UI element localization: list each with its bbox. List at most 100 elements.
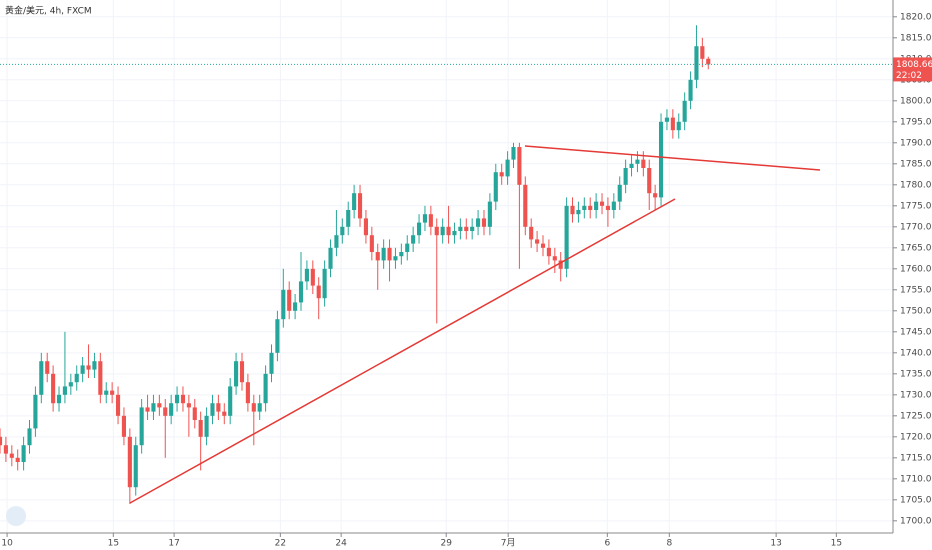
candle-body xyxy=(110,390,115,395)
y-tick-label: 1730.00 xyxy=(900,390,932,400)
y-tick-label: 1705.00 xyxy=(900,495,932,505)
candle-body xyxy=(611,201,616,211)
candle-body xyxy=(375,252,380,261)
y-tick-label: 1710.00 xyxy=(900,474,932,484)
candle-body xyxy=(352,193,357,211)
candle-body xyxy=(481,218,487,227)
candle-body xyxy=(9,453,14,458)
candle-body xyxy=(458,226,463,232)
candle-body xyxy=(222,411,227,416)
candle-body xyxy=(381,247,386,261)
candle-body xyxy=(275,319,280,353)
candle-body xyxy=(239,361,245,383)
candle-body xyxy=(251,403,256,412)
candle-body xyxy=(45,361,50,374)
candle-body xyxy=(605,205,610,211)
candle-body xyxy=(357,193,363,219)
candle-body xyxy=(670,117,675,131)
x-tick-label: 24 xyxy=(335,539,347,549)
candle-body xyxy=(293,302,298,311)
candle-body xyxy=(446,226,451,236)
candle-body xyxy=(706,58,711,65)
candle-body xyxy=(145,407,150,412)
candle-body xyxy=(664,117,670,122)
candle-body xyxy=(316,285,321,299)
y-tick-label: 1725.00 xyxy=(900,411,932,421)
x-tick-label: 10 xyxy=(1,539,13,549)
candle-body xyxy=(204,415,209,437)
candle-body xyxy=(269,352,274,374)
candle-body xyxy=(464,226,469,232)
candle-body xyxy=(287,289,292,311)
candle-body xyxy=(263,373,268,404)
candles xyxy=(0,25,893,505)
candle-body xyxy=(346,210,351,227)
candle-body xyxy=(169,403,174,416)
candle-body xyxy=(470,226,475,232)
candle-body xyxy=(540,243,546,248)
y-tick-label: 1815.00 xyxy=(900,33,932,43)
candle-body xyxy=(98,361,103,395)
candle-body xyxy=(511,147,516,160)
candle-body xyxy=(476,218,481,227)
candle-body xyxy=(92,361,97,370)
candle-body xyxy=(322,268,327,299)
candle-body xyxy=(198,420,203,437)
candle-body xyxy=(15,457,20,463)
candle-body xyxy=(582,205,587,211)
y-tick-label: 1760.00 xyxy=(900,264,932,274)
candle-body xyxy=(694,46,699,80)
candle-body xyxy=(340,226,345,236)
chart-title: 黄金/美元, 4h, FXCM xyxy=(5,5,92,17)
candle-body xyxy=(245,382,250,404)
candle-body xyxy=(535,239,540,244)
candle-body xyxy=(39,361,44,395)
candle-body xyxy=(682,100,687,122)
candle-body xyxy=(121,415,127,437)
candle-body xyxy=(304,268,309,282)
candle-body xyxy=(180,394,186,404)
y-tick-label: 1820.00 xyxy=(900,12,932,22)
candle-body xyxy=(133,445,138,488)
last-price-box xyxy=(893,57,932,82)
candle-body xyxy=(588,205,593,211)
logo xyxy=(6,506,26,526)
candle-body xyxy=(80,365,85,374)
candle-body xyxy=(647,168,652,194)
x-tick-label: 29 xyxy=(440,539,452,549)
candle-body xyxy=(33,394,38,429)
candle-body xyxy=(56,394,62,404)
candle-body xyxy=(416,222,422,236)
candle-body xyxy=(51,373,56,404)
y-tick-label: 1785.00 xyxy=(900,159,932,169)
candle-body xyxy=(599,201,605,206)
x-tick-label: 6 xyxy=(604,539,610,549)
y-tick-label: 1745.00 xyxy=(900,327,932,337)
candle-body xyxy=(115,394,121,416)
candle-body xyxy=(163,407,168,416)
y-tick-label: 1800.00 xyxy=(900,96,932,106)
grid xyxy=(0,0,893,533)
candle-body xyxy=(428,214,433,227)
candle-body xyxy=(529,226,534,240)
candle-body xyxy=(139,407,144,446)
y-tick-label: 1720.00 xyxy=(900,432,932,442)
candle-body xyxy=(151,403,156,412)
candle-body xyxy=(74,373,79,383)
y-tick-label: 1755.00 xyxy=(900,285,932,295)
candle-body xyxy=(405,243,410,253)
candle-body xyxy=(552,256,557,261)
candle-body xyxy=(658,121,664,198)
last-price-label: 1808.66 xyxy=(896,60,932,70)
candle-body xyxy=(617,184,622,202)
y-tick-label: 1770.00 xyxy=(900,222,932,232)
candle-body xyxy=(387,247,392,261)
candle-body xyxy=(157,403,162,408)
y-tick-label: 1740.00 xyxy=(900,348,932,358)
candle-body xyxy=(310,268,315,286)
countdown-label: 22:02 xyxy=(896,71,922,81)
candle-body xyxy=(328,247,333,269)
candle-body xyxy=(700,46,705,59)
candle-body xyxy=(399,252,404,257)
candle-body xyxy=(422,214,428,223)
